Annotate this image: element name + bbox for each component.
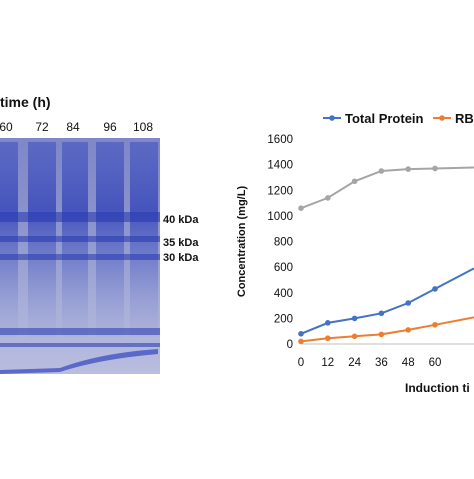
x-tick-label: 48 xyxy=(402,357,415,369)
data-point xyxy=(325,195,331,201)
gel-bands xyxy=(0,212,160,347)
lane-label: 72 xyxy=(35,120,49,134)
y-tick-label: 1000 xyxy=(267,211,293,223)
lane-label: 108 xyxy=(132,120,154,134)
chart-svg: 0 200 400 600 800 1000 1200 1400 1600 0 12 24 36 48 60… xyxy=(236,111,474,395)
line-chart: 0 200 400 600 800 1000 1200 1400 1600 0 12 24 36 48 60… xyxy=(230,0,474,474)
data-point xyxy=(298,205,304,211)
data-point xyxy=(432,165,438,172)
data-point xyxy=(298,330,304,337)
data-point xyxy=(378,310,385,317)
data-point xyxy=(351,178,358,185)
gel-dye-front xyxy=(0,349,158,374)
series-line xyxy=(300,166,474,210)
x-tick-label: 60 xyxy=(429,357,442,369)
x-tick-label: 12 xyxy=(321,357,334,369)
data-point xyxy=(298,338,304,345)
legend-marker xyxy=(329,115,335,121)
legend-label: Total Protein xyxy=(345,111,424,126)
y-tick-label: 0 xyxy=(287,339,293,351)
gel-panel: time (h) 60 72 84 96 108 xyxy=(0,0,230,474)
data-point xyxy=(378,168,385,174)
lane-label: 84 xyxy=(66,120,80,134)
y-tick-label: 800 xyxy=(274,237,293,249)
y-tick-label: 1600 xyxy=(267,134,293,146)
lane-label: 96 xyxy=(103,120,117,134)
gel-image xyxy=(0,138,160,374)
y-tick-label: 600 xyxy=(274,262,293,274)
data-point xyxy=(432,321,438,328)
x-axis-label: Induction ti xyxy=(405,381,470,395)
legend-marker xyxy=(439,115,445,121)
marker-label: 35 kDa xyxy=(163,237,199,249)
legend-label: RB xyxy=(455,111,474,126)
data-point xyxy=(351,333,358,340)
marker-label: 30 kDa xyxy=(163,252,199,264)
y-tick-label: 1400 xyxy=(267,160,293,172)
data-point xyxy=(325,335,331,342)
x-tick-label: 0 xyxy=(298,357,304,369)
data-point xyxy=(405,300,411,306)
y-axis-label: Concentration (mg/L) xyxy=(236,186,248,298)
data-point xyxy=(378,331,385,338)
data-point xyxy=(325,320,331,326)
lane-label: 60 xyxy=(0,120,13,134)
data-point xyxy=(405,166,411,172)
y-tick-label: 1200 xyxy=(267,185,293,197)
data-point xyxy=(351,315,358,322)
data-point xyxy=(432,286,438,292)
x-tick-label: 36 xyxy=(375,357,388,369)
y-tick-label: 400 xyxy=(274,288,293,300)
data-point xyxy=(405,327,411,333)
y-tick-label: 200 xyxy=(274,313,293,325)
gel-title: time (h) xyxy=(0,94,51,110)
marker-label: 40 kDa xyxy=(163,214,199,226)
x-tick-label: 24 xyxy=(348,357,361,369)
